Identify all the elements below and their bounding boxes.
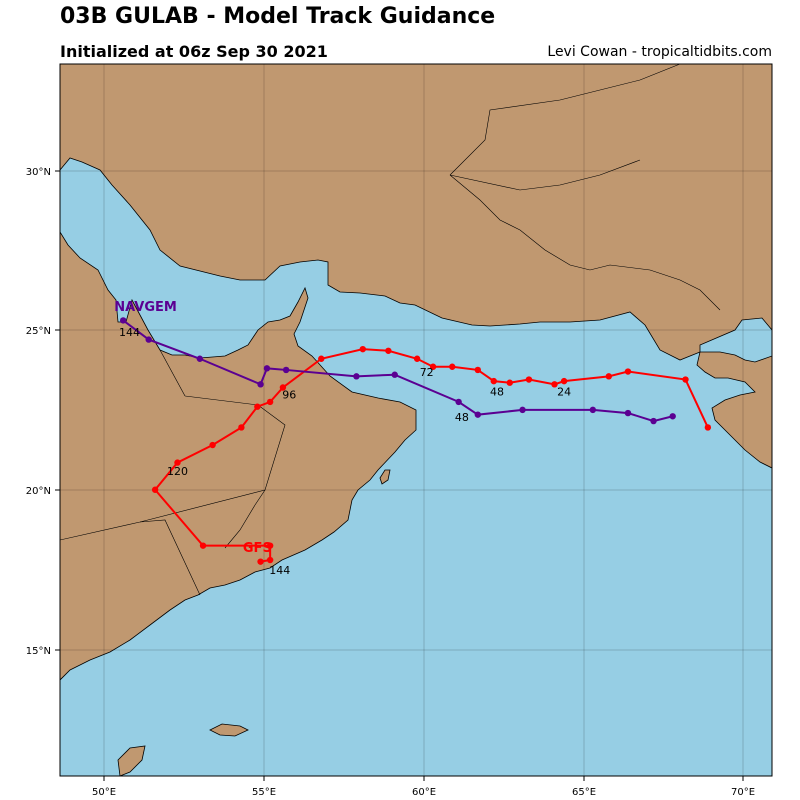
navgem-track-point [455,398,462,406]
gfs-track-point [266,556,274,564]
gfs-track-point [257,558,264,565]
navgem-track-point [353,373,360,380]
lon-tick-55: 55°E [252,787,276,798]
lat-tick-30: 30°N [26,167,51,178]
gfs-hour-label: 48 [490,385,504,398]
gfs-model-name: GFS [243,541,272,556]
gfs-track-point [682,376,689,383]
navgem-model-name: NAVGEM [114,300,177,315]
gfs-track-point [174,459,181,466]
navgem-track-point [145,336,152,343]
navgem-track-point [650,417,657,425]
lon-tick-65: 65°E [572,787,596,798]
gfs-hour-label: 96 [282,389,296,402]
lat-tick-15: 15°N [26,646,51,657]
gfs-track-point [605,373,613,380]
init-time-subtitle: Initialized at 06z Sep 30 2021 [60,42,328,61]
navgem-hour-label: 48 [455,411,469,424]
gfs-track-point [151,486,159,493]
gfs-track-point [429,363,437,370]
gfs-track-point [238,424,245,431]
gfs-hour-label: 24 [557,385,571,398]
navgem-track-point [391,371,398,378]
navgem-track-point [519,406,526,414]
gfs-track-point [506,379,513,386]
land-socotra [209,723,249,737]
navgem-track-point [589,406,597,414]
credit-text: Levi Cowan - tropicaltidbits.com [547,44,772,60]
gfs-track-point [266,542,274,549]
gfs-track-point [279,384,287,391]
navgem-track-point [196,355,204,362]
navgem-track-point [119,317,127,324]
land-somalia [117,745,146,776]
gfs-hour-label: 144 [269,564,290,577]
gfs-track-point [551,381,558,388]
gfs-track-point [560,377,568,385]
gfs-track-point [474,366,482,374]
gfs-track-point [359,345,366,353]
navgem-hour-label: 144 [119,326,140,339]
gfs-track-point [266,398,274,406]
gfs-hour-label: 120 [167,465,188,478]
navgem-track-point [263,365,271,372]
lon-tick-50: 50°E [92,787,116,798]
lon-tick-60: 60°E [412,787,436,798]
gfs-track-point [199,542,207,549]
gfs-track-point [449,363,456,370]
navgem-track-point [624,409,632,417]
gfs-track-point [704,424,712,431]
gfs-track-point [413,355,421,362]
land-iran-pakistan [60,64,772,361]
lat-tick-20: 20°N [26,486,51,497]
gfs-track-point [525,376,533,383]
map-frame [59,63,773,777]
gfs-track-point [318,355,325,362]
gfs-track-point [209,441,216,449]
gfs-track-point [254,403,261,410]
navgem-track-point [257,381,264,388]
navgem-track-point [669,413,676,420]
lon-tick-70: 70°E [731,787,755,798]
land-india [696,351,772,469]
land-masirah [379,469,391,485]
gfs-hour-label: 72 [420,366,434,379]
gfs-track-point [624,368,632,375]
land-arabia [60,231,417,681]
gfs-track-point [385,347,392,354]
map-title: 03B GULAB - Model Track Guidance [60,4,496,29]
lat-tick-25: 25°N [26,326,51,337]
navgem-track-point [282,366,290,374]
gfs-track-point [490,377,497,385]
navgem-track-point [474,411,482,418]
